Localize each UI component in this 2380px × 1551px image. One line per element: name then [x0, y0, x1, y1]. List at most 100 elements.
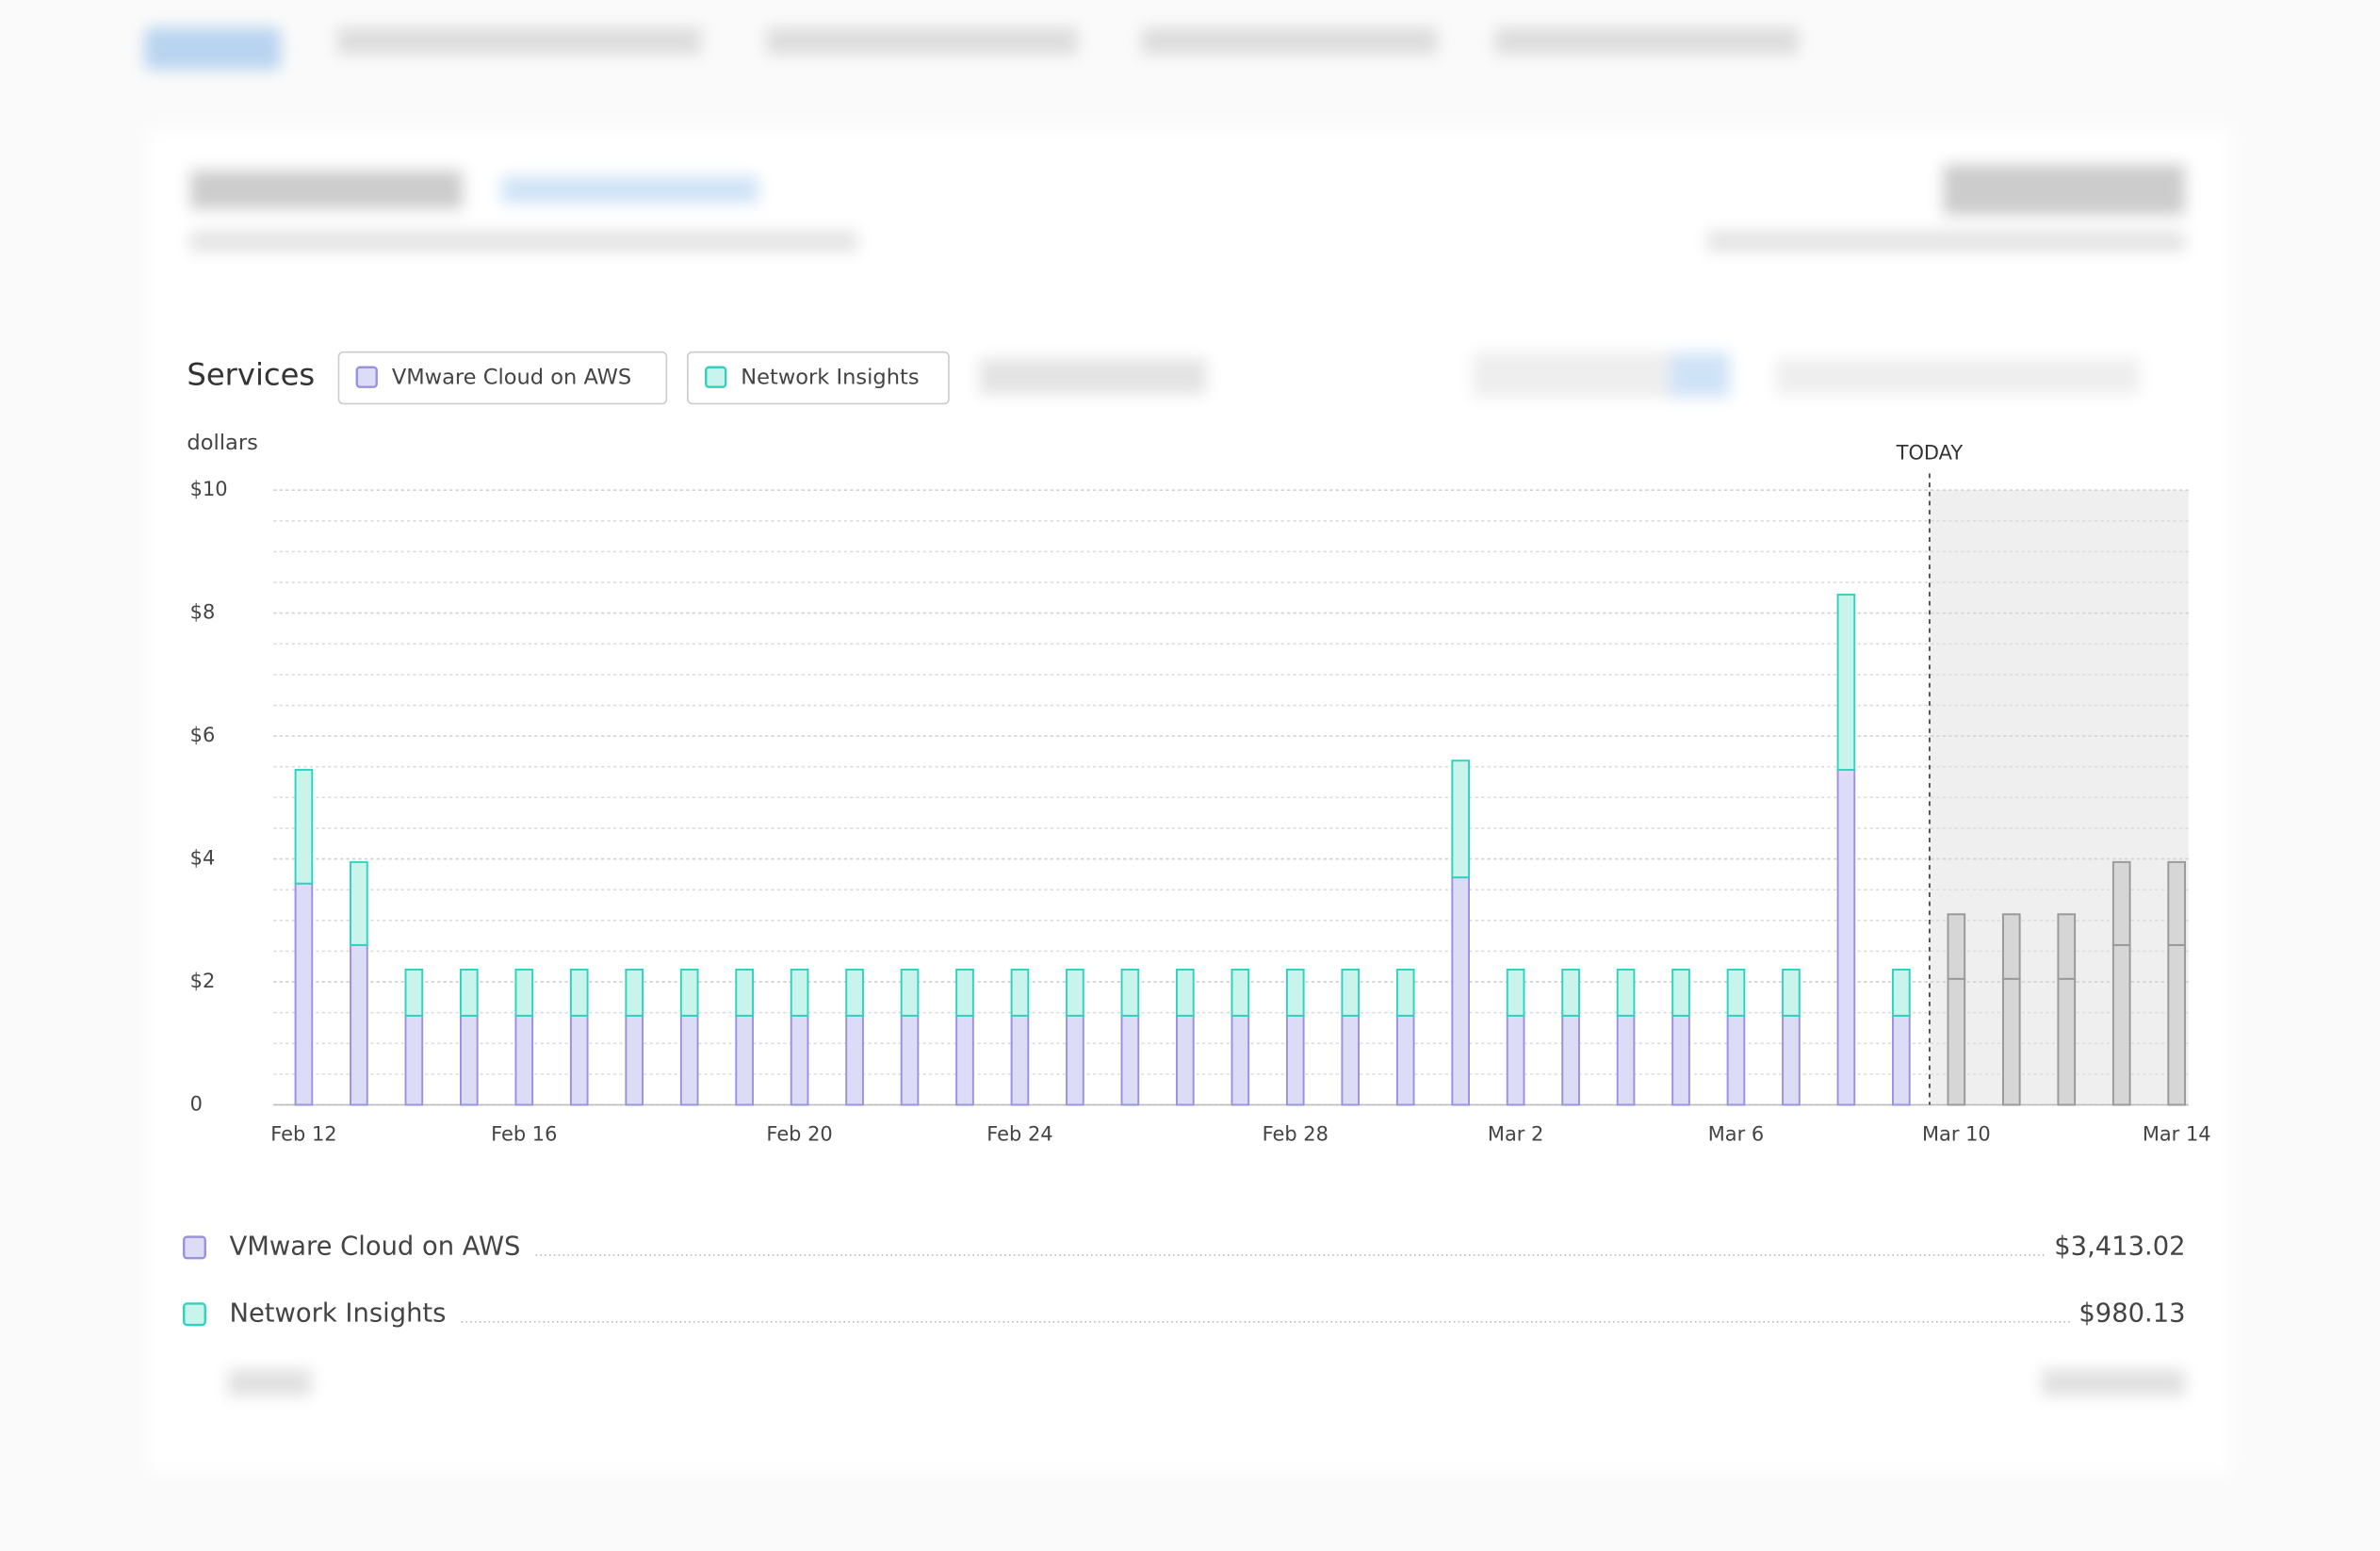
bar-segment [790, 1014, 809, 1106]
bar-segment [679, 969, 699, 1017]
bar-segment [1561, 969, 1580, 1017]
y-tick-label: $8 [190, 601, 216, 624]
today-label: TODAY [1896, 442, 1964, 465]
bar-segment [1010, 969, 1030, 1017]
bar-segment [1506, 969, 1525, 1017]
x-tick-label: Feb 12 [270, 1123, 336, 1146]
legend-swatch [182, 1235, 206, 1260]
x-tick-label: Mar 10 [1922, 1123, 1991, 1146]
bar-segment [1066, 969, 1084, 1017]
bar-segment [1947, 913, 1966, 980]
bar-segment [1616, 969, 1636, 1017]
bar-segment [735, 969, 754, 1017]
y-tick-label: $10 [190, 478, 228, 500]
bar-segment [1726, 1014, 1746, 1106]
bar-segment [1395, 969, 1415, 1017]
bar-segment [1671, 1014, 1690, 1106]
bar-segment [2057, 977, 2077, 1106]
bar-segment [1176, 1014, 1195, 1106]
x-tick-label: Mar 6 [1708, 1123, 1764, 1146]
bar-segment [1836, 769, 1856, 1106]
x-tick-label: Feb 28 [1263, 1123, 1329, 1146]
x-tick-label: Feb 16 [491, 1123, 557, 1146]
bar-segment [900, 1014, 920, 1106]
bar-segment [1341, 1014, 1361, 1106]
bar-segment [1451, 876, 1470, 1106]
bar-segment [2111, 943, 2131, 1106]
bar-segment [1561, 1014, 1580, 1106]
filter-label: Network Insights [741, 366, 919, 390]
y-tick-label: 0 [190, 1092, 203, 1115]
bar-segment [1451, 759, 1470, 879]
bar-segment [1671, 969, 1690, 1017]
section-title: Services [187, 356, 315, 392]
swatch [705, 366, 727, 388]
x-tick-label: Mar 2 [1488, 1123, 1543, 1146]
bar-segment [459, 969, 479, 1017]
bar-segment [2111, 860, 2131, 946]
chart-panel [164, 416, 2206, 1357]
bar-segment [1231, 1014, 1250, 1106]
bar-segment [790, 969, 809, 1017]
bar-segment [2167, 943, 2187, 1106]
bar-segment [1506, 1014, 1525, 1106]
bar-segment [1341, 969, 1361, 1017]
bar-segment [1395, 1014, 1415, 1106]
bar-segment [1010, 1014, 1030, 1106]
bar-segment [1892, 1014, 1911, 1106]
bar-segment [1066, 1014, 1084, 1106]
bar-segment [955, 969, 974, 1017]
bar-segment [955, 1014, 974, 1106]
legend-total: $980.13 [2078, 1298, 2185, 1328]
bar-segment [569, 1014, 589, 1106]
bar-segment [514, 1014, 534, 1106]
bar-segment [1285, 1014, 1305, 1106]
bar-segment [294, 882, 314, 1106]
bar-segment [1176, 969, 1195, 1017]
swatch [355, 366, 378, 388]
bar-segment [514, 969, 534, 1017]
legend-swatch [182, 1302, 206, 1327]
filter-button[interactable] [337, 351, 668, 405]
bar-segment [569, 969, 589, 1017]
bar-segment [1285, 969, 1305, 1017]
bar-segment [1892, 969, 1911, 1017]
legend-name: Network Insights [230, 1298, 447, 1328]
bar-segment [1120, 1014, 1140, 1106]
bar-segment [294, 769, 314, 885]
bar-segment [404, 1014, 424, 1106]
bar-segment [735, 1014, 754, 1106]
bar-segment [679, 1014, 699, 1106]
bar-segment [1836, 594, 1856, 771]
x-tick-label: Feb 24 [986, 1123, 1052, 1146]
bar-segment [350, 943, 368, 1106]
bar-segment [1616, 1014, 1636, 1106]
x-tick-label: Feb 20 [766, 1123, 832, 1146]
bar-segment [900, 969, 920, 1017]
bar-segment [404, 969, 424, 1017]
bar-segment [1782, 969, 1801, 1017]
bar-segment [2057, 913, 2077, 980]
bar-segment [350, 860, 368, 946]
filter-button[interactable] [687, 351, 950, 405]
legend-name: VMware Cloud on AWS [230, 1232, 521, 1261]
x-tick-label: Mar 14 [2143, 1123, 2211, 1146]
y-tick-label: $4 [190, 847, 216, 870]
bar-segment [1231, 969, 1250, 1017]
y-tick-label: $2 [190, 970, 216, 992]
y-tick-label: $6 [190, 724, 216, 746]
bar-segment [459, 1014, 479, 1106]
bar-segment [2001, 913, 2021, 980]
bar-segment [845, 1014, 864, 1106]
legend-total: $3,413.02 [2054, 1232, 2185, 1261]
bar-segment [625, 1014, 644, 1106]
bar-segment [625, 969, 644, 1017]
bar-segment [2001, 977, 2021, 1106]
bar-segment [1782, 1014, 1801, 1106]
bar-segment [1120, 969, 1140, 1017]
filter-label: VMware Cloud on AWS [392, 366, 631, 390]
bar-segment [1726, 969, 1746, 1017]
bar-segment [2167, 860, 2187, 946]
bar-segment [1947, 977, 1966, 1106]
